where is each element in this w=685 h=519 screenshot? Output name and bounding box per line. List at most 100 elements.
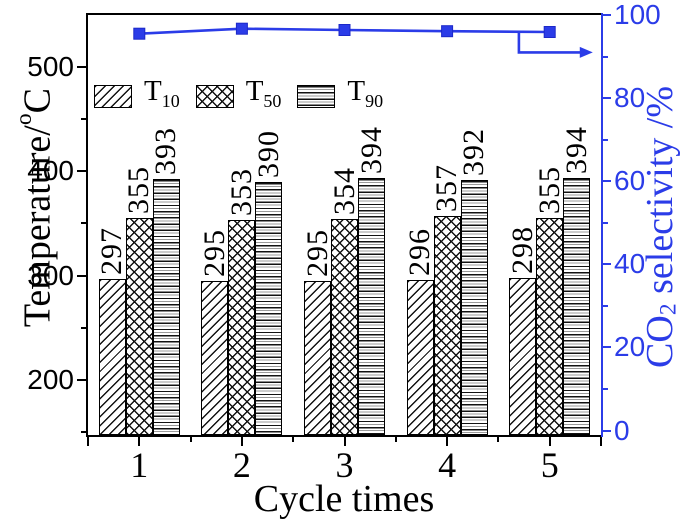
x-axis-title: Cycle times [253,478,435,519]
bar-value-label: 295 [300,228,334,277]
x-axis-minor-tick [394,437,397,442]
x-axis-minor-tick [292,437,295,442]
selectivity-marker [543,26,556,38]
x-axis-major-tick [446,437,449,446]
left-axis-title: Temperature/oC [4,88,59,328]
legend-item-t10: T10 [94,77,180,116]
selectivity-marker [235,22,248,35]
legend-label-t50: T50 [246,77,282,116]
x-axis-minor-tick [87,437,89,446]
right-axis-major-tick [603,180,611,183]
left-axis-minor-tick [81,326,86,329]
x-axis-minor-tick [600,437,602,446]
right-axis-major-tick [603,346,611,349]
right-axis-major-tick [603,429,611,432]
bar-T90-cycle5 [563,177,591,435]
legend-swatch-diagonal-hatch [94,84,132,108]
bar-T90-cycle2 [255,181,283,435]
right-axis-minor-tick [603,55,608,58]
left-axis-major-tick [77,274,86,277]
right-axis-tick-label: 100 [614,0,661,30]
x-axis-tick-label: 2 [232,445,251,485]
legend-label-t10-base: T [144,75,162,107]
left-axis-major-tick [77,170,86,173]
legend-item-t50: T50 [195,77,282,116]
bar-T10-cycle3 [304,280,331,435]
bar-value-label: 354 [327,167,361,216]
right-axis-tick-label: 60 [614,165,646,197]
bar-value-label: 394 [354,125,388,174]
left-spine [86,13,88,437]
bar-T50-cycle1 [125,218,153,435]
right-axis-major-tick [603,14,611,16]
right-axis-title: CO2 selectivity /% [639,86,685,368]
right-axis-title-unit: selectivity /% [639,86,681,304]
x-axis-tick-label: 3 [335,445,354,485]
right-spine [601,13,603,437]
bar-T10-cycle2 [201,280,229,435]
right-axis-tick-label: 0 [614,414,630,446]
bar-T50-cycle4 [433,216,461,435]
left-axis-title-unit: C [16,88,59,114]
left-axis-minor-tick [81,430,86,433]
x-axis-tick-label: 5 [540,445,559,485]
bar-value-label: 392 [457,127,491,176]
bar-value-label: 297 [95,226,129,275]
legend-swatch-horizontal-lines [297,84,336,108]
right-axis-major-tick [603,97,611,100]
bar-T50-cycle5 [536,218,564,435]
bar-T10-cycle4 [406,279,434,435]
left-axis-minor-tick [81,118,86,121]
right-axis-major-tick [603,263,611,266]
x-axis-major-tick [138,437,141,446]
bar-T50-cycle2 [228,220,256,435]
right-axis-tick-label: 20 [614,331,646,363]
x-axis-major-tick [548,437,551,446]
left-axis-tick-label: 300 [27,259,74,291]
legend-label-t50-base: T [245,75,264,107]
bar-value-label: 394 [559,125,593,174]
right-axis-tick-label: 80 [614,82,646,114]
selectivity-marker [133,27,146,40]
bar-value-label: 298 [505,225,539,274]
selectivity-marker [441,25,454,38]
bar-T50-cycle3 [331,219,358,435]
legend-label-t90-base: T [347,75,366,107]
legend-item-t90: T90 [297,77,383,116]
x-axis-major-tick [343,437,346,446]
legend-label-t10: T10 [144,77,180,116]
bar-T90-cycle3 [358,177,385,435]
legend: T10 T50 T90 [94,77,399,116]
legend-swatch-cross-hatch [195,84,234,108]
bar-value-label: 393 [149,126,183,175]
right-axis-minor-tick [603,221,608,224]
x-axis-tick-label: 4 [438,445,457,485]
bar-value-label: 295 [197,228,231,277]
legend-label-t10-sub: 10 [161,90,180,111]
left-axis-tick-label: 200 [27,363,74,395]
right-axis-tick-label: 40 [614,248,646,280]
legend-label-t90: T90 [347,77,383,116]
selectivity-line [139,27,550,35]
x-axis-minor-tick [497,437,500,442]
left-axis-title-text: Temperature/ [16,125,59,328]
axis-pointer-arrow-shaft [517,31,583,54]
x-axis-major-tick [240,437,243,446]
bar-value-label: 296 [403,227,437,276]
legend-label-t50-sub: 50 [263,90,282,111]
top-spine [86,13,603,15]
legend-label-t90-sub: 90 [365,90,384,111]
bar-T10-cycle1 [98,278,126,435]
left-axis-tick-label: 400 [27,155,74,187]
selectivity-marker [338,24,351,36]
left-axis-tick-label: 500 [27,51,74,83]
bar-T90-cycle1 [152,178,180,435]
left-axis-major-tick [77,66,86,69]
x-axis-tick-label: 1 [130,445,149,485]
bar-value-label: 390 [251,129,285,178]
left-axis-minor-tick [81,222,86,225]
bottom-spine [86,435,603,437]
bar-T90-cycle4 [460,179,488,435]
x-axis-minor-tick [189,437,192,442]
